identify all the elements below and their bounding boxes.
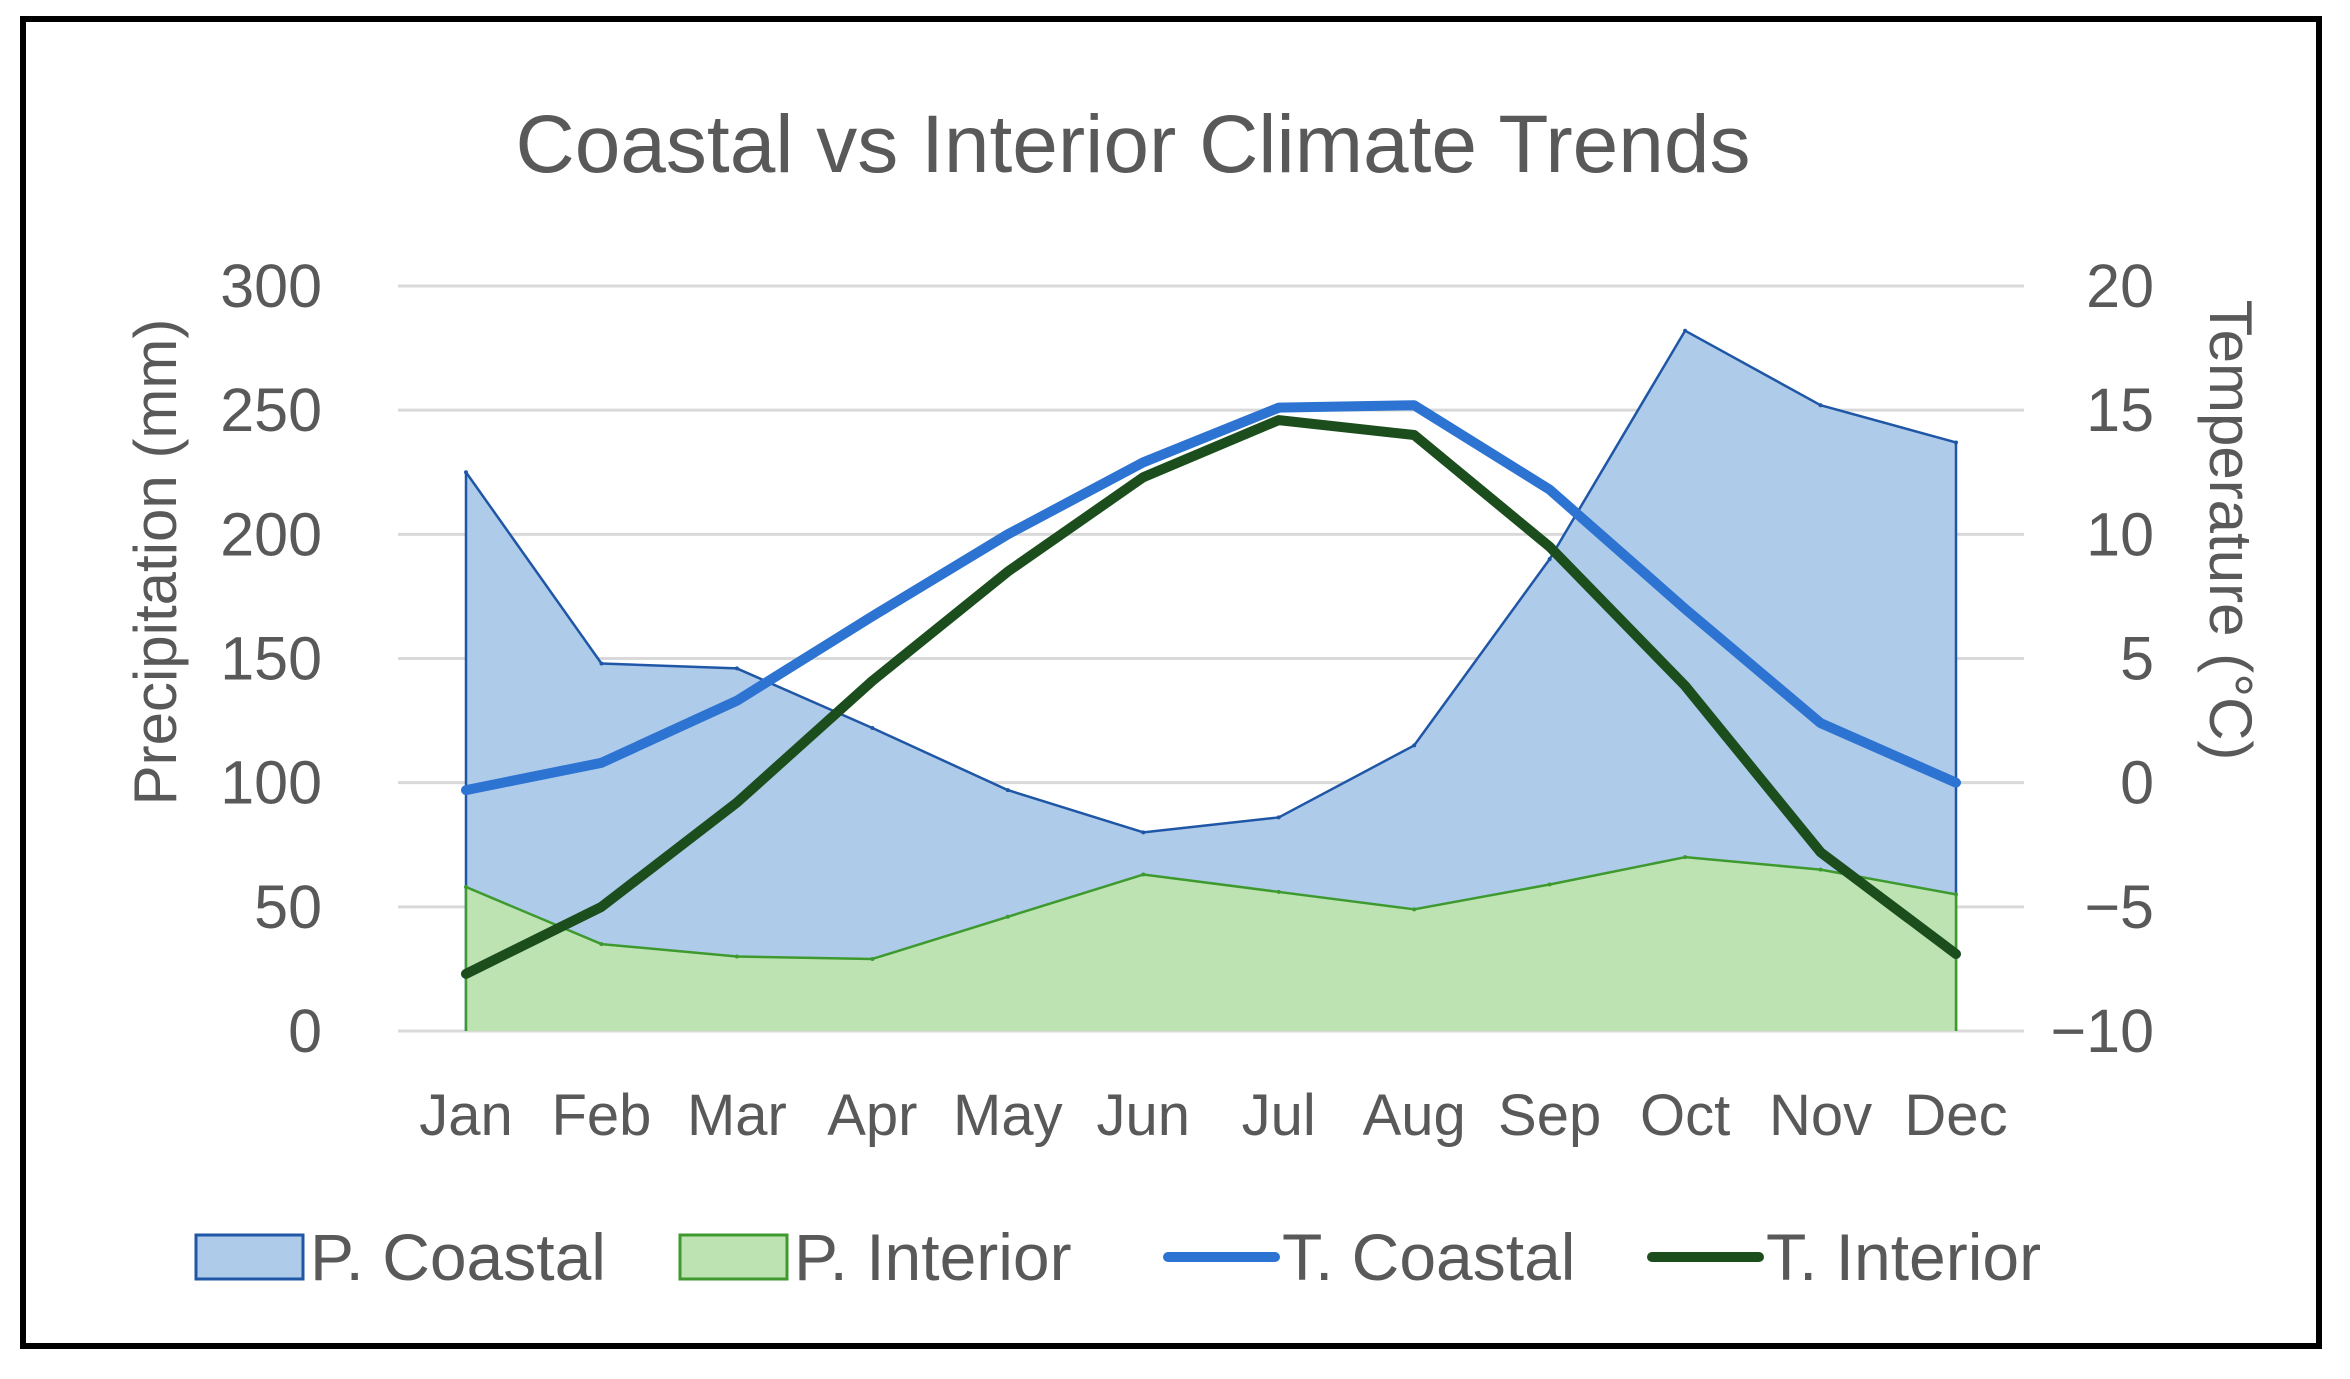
- legend-label-t-coastal: T. Coastal: [1282, 1220, 1575, 1294]
- left-tick-label: 100: [220, 749, 322, 817]
- right-tick-label: 10: [2086, 500, 2154, 568]
- point-p-coastal: [1005, 788, 1010, 793]
- point-p-interior: [1005, 914, 1010, 919]
- left-tick-label: 250: [220, 376, 322, 444]
- category-label: Mar: [687, 1083, 787, 1148]
- category-label: Jan: [419, 1083, 513, 1148]
- left-tick-label: 0: [288, 997, 322, 1065]
- line-series: [461, 400, 1961, 979]
- category-label: Jul: [1242, 1083, 1316, 1148]
- left-tick-label: 200: [220, 500, 322, 568]
- point-p-coastal: [1276, 815, 1281, 820]
- right-tick-label: 5: [2120, 625, 2154, 693]
- category-label: Apr: [827, 1083, 917, 1148]
- point-p-coastal: [599, 661, 604, 666]
- category-label: Feb: [551, 1083, 651, 1148]
- point-p-interior: [1276, 889, 1281, 894]
- category-label: Sep: [1498, 1083, 1601, 1148]
- legend-label-p-coastal: P. Coastal: [310, 1220, 606, 1294]
- legend-swatch-p-coastal: [194, 1233, 305, 1281]
- left-axis-title: Precipitation (mm): [122, 319, 189, 806]
- right-tick-label: −5: [2084, 873, 2154, 941]
- point-p-interior: [1683, 855, 1688, 860]
- point-p-coastal: [1141, 830, 1146, 835]
- category-axis: Jan Feb Mar Apr May Jun Jul Aug Sep Oct Nov Dec: [419, 1083, 2007, 1148]
- legend-swatch-p-interior: [678, 1233, 789, 1281]
- area-p-coastal: [466, 330, 1956, 1031]
- right-tick-label: 20: [2086, 252, 2154, 320]
- point-p-interior: [1141, 872, 1146, 877]
- point-p-coastal: [1547, 557, 1552, 562]
- point-p-coastal: [464, 470, 468, 475]
- category-label: Dec: [1904, 1083, 2007, 1148]
- line-t-interior: [461, 415, 1961, 979]
- point-p-interior: [870, 956, 875, 961]
- category-label: Nov: [1769, 1083, 1872, 1148]
- point-p-coastal: [870, 726, 875, 731]
- point-p-interior: [464, 884, 468, 889]
- point-p-coastal: [1954, 440, 1958, 445]
- area-series: [464, 328, 1958, 1031]
- legend-label-t-interior: T. Interior: [1766, 1220, 2041, 1294]
- point-p-coastal: [1683, 328, 1688, 333]
- point-p-interior: [1412, 907, 1417, 912]
- area-p-interior: [466, 857, 1956, 1031]
- left-tick-label: 300: [220, 252, 322, 320]
- point-p-interior: [599, 942, 604, 947]
- left-tick-label: 50: [254, 873, 322, 941]
- point-p-interior: [734, 954, 739, 959]
- point-p-coastal: [734, 666, 739, 671]
- point-p-interior: [1818, 867, 1823, 872]
- category-label: Aug: [1363, 1083, 1466, 1148]
- point-p-interior: [1547, 882, 1552, 887]
- right-axis-title: Temperature (°C): [2197, 300, 2264, 761]
- point-p-interior: [1954, 892, 1958, 897]
- legend-label-p-interior: P. Interior: [794, 1220, 1072, 1294]
- right-axis-ticks: −10 −5 0 5 10 15 20: [2051, 252, 2154, 1065]
- right-tick-label: −10: [2051, 997, 2154, 1065]
- category-label: May: [953, 1083, 1063, 1148]
- category-label: Jun: [1097, 1083, 1191, 1148]
- category-label: Oct: [1640, 1083, 1730, 1148]
- point-p-coastal: [1412, 743, 1417, 748]
- legend: P. Coastal P. Interior T. Coastal T. Interi…: [194, 1220, 2041, 1294]
- right-tick-label: 15: [2086, 376, 2154, 444]
- right-tick-label: 0: [2120, 749, 2154, 817]
- point-p-coastal: [1818, 403, 1823, 408]
- area-outline-p-interior: [464, 855, 1958, 1031]
- area-outline-p-coastal: [464, 329, 1958, 1031]
- chart-title: Coastal vs Interior Climate Trends: [515, 99, 1750, 190]
- left-axis-ticks: 0 50 100 150 200 250 300: [220, 252, 322, 1065]
- left-tick-label: 150: [220, 625, 322, 693]
- line-t-coastal: [461, 400, 1961, 796]
